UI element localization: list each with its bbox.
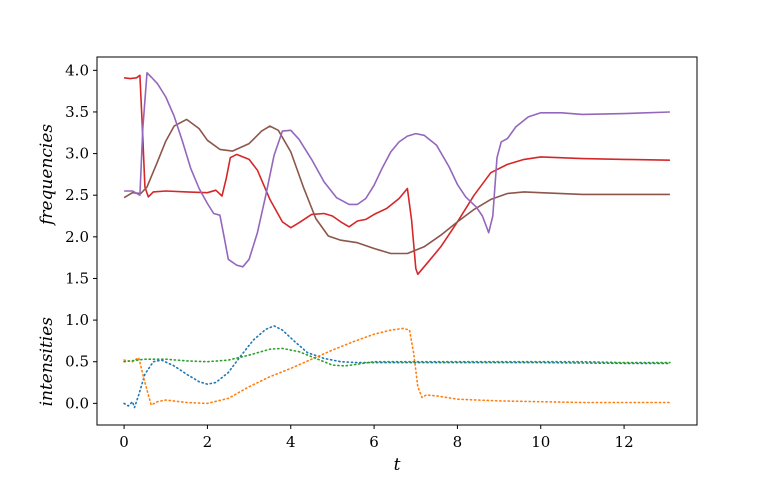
y-tick-label: 1.5: [65, 269, 89, 287]
x-tick-label: 2: [203, 433, 213, 451]
x-tick-label: 10: [531, 433, 550, 451]
x-tick-label: 8: [453, 433, 463, 451]
x-tick-label: 0: [119, 433, 129, 451]
y-tick-label: 3.0: [65, 145, 89, 163]
plot-frame: [96, 56, 698, 426]
tick-layer: 0 2 4 6 8 10 12 0.0 0.5 1.0 1.5 2.0 2.5 3.0 3.5 4.0: [65, 61, 633, 451]
y-axis-label-intensities: intensities: [37, 317, 57, 407]
x-tick-label: 12: [615, 433, 634, 451]
y-tick-label: 0.0: [65, 394, 89, 412]
y-tick-label: 1.0: [65, 311, 89, 329]
series-layer: [123, 72, 671, 409]
x-tick-label: 6: [369, 433, 379, 451]
series-line-0: [123, 74, 670, 276]
series-line-5: [123, 347, 671, 367]
series-line-2: [124, 72, 670, 268]
series-line-4: [123, 327, 671, 406]
x-axis-label: t: [394, 455, 401, 475]
series-line-3: [123, 325, 671, 409]
y-tick-label: 0.5: [65, 353, 89, 371]
y-tick-label: 3.5: [65, 103, 89, 121]
x-tick-label: 4: [286, 433, 296, 451]
y-tick-label: 2.5: [65, 186, 89, 204]
y-tick-label: 2.0: [65, 228, 89, 246]
y-tick-label: 4.0: [65, 61, 89, 79]
y-axis-label-frequencies: frequencies: [37, 124, 57, 227]
